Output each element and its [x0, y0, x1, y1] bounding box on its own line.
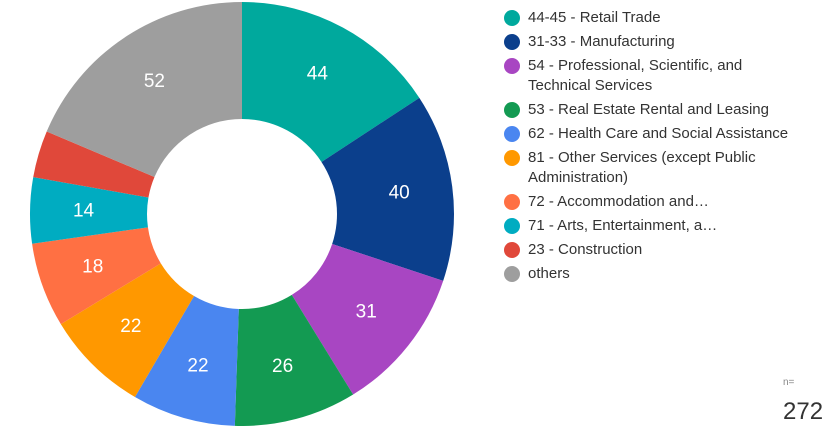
- legend-item: 81 - Other Services (except Public Admin…: [502, 148, 792, 188]
- data-label: 22: [187, 355, 208, 376]
- legend-item: 53 - Real Estate Rental and Leasing: [502, 100, 792, 120]
- slice: [60, 263, 195, 397]
- n-label: n=: [783, 377, 795, 388]
- legend-item: 44-45 - Retail Trade: [502, 8, 792, 28]
- legend-label: 23 - Construction: [528, 241, 643, 258]
- data-label: 40: [389, 183, 410, 204]
- slice: [234, 294, 354, 426]
- data-label: 22: [120, 316, 141, 337]
- legend-label: 53 - Real Estate Rental and Leasing: [528, 101, 769, 118]
- legend-item: others: [502, 264, 792, 284]
- legend-label: others: [528, 265, 570, 282]
- legend-item: 71 - Arts, Entertainment, a…: [502, 216, 792, 236]
- legend-swatch: [504, 102, 520, 118]
- legend-label: 72 - Accommodation and…: [528, 193, 709, 210]
- legend-label: 54 - Professional, Scientific, and Techn…: [528, 57, 743, 94]
- legend-item: 23 - Construction: [502, 240, 792, 260]
- slice: [242, 2, 420, 162]
- chart: 44 40 31 26 22 22 18 14 52: [30, 2, 454, 426]
- data-label: 44: [307, 64, 329, 85]
- legend-label: 44-45 - Retail Trade: [528, 9, 661, 26]
- slice: [30, 177, 149, 244]
- legend-swatch: [504, 194, 520, 210]
- legend-label: 71 - Arts, Entertainment, a…: [528, 217, 718, 234]
- legend-swatch: [504, 34, 520, 50]
- data-label: 52: [144, 71, 165, 92]
- legend: 44-45 - Retail Trade 31-33 - Manufacturin…: [502, 8, 792, 288]
- legend-label: 31-33 - Manufacturing: [528, 33, 675, 50]
- legend-item: 31-33 - Manufacturing: [502, 32, 792, 52]
- legend-item: 54 - Professional, Scientific, and Techn…: [502, 56, 792, 96]
- legend-label: 81 - Other Services (except Public Admin…: [528, 149, 756, 186]
- legend-item: 72 - Accommodation and…: [502, 192, 792, 212]
- data-label: 31: [356, 301, 377, 322]
- slice: [134, 296, 239, 426]
- slice: [32, 227, 161, 325]
- slice: [321, 97, 454, 281]
- legend-swatch: [504, 150, 520, 166]
- data-label: 14: [73, 200, 95, 221]
- legend-swatch: [504, 10, 520, 26]
- legend-swatch: [504, 218, 520, 234]
- legend-swatch: [504, 126, 520, 142]
- legend-label: 62 - Health Care and Social Assistance: [528, 125, 789, 142]
- legend-swatch: [504, 266, 520, 282]
- legend-swatch: [504, 58, 520, 74]
- data-label: 26: [272, 356, 293, 377]
- data-label: 18: [82, 256, 103, 277]
- slice: [33, 131, 155, 198]
- slice: [46, 2, 243, 178]
- legend-item: 62 - Health Care and Social Assistance: [502, 124, 792, 144]
- slice: [291, 243, 444, 395]
- legend-swatch: [504, 242, 520, 258]
- n-value: 272: [783, 398, 824, 425]
